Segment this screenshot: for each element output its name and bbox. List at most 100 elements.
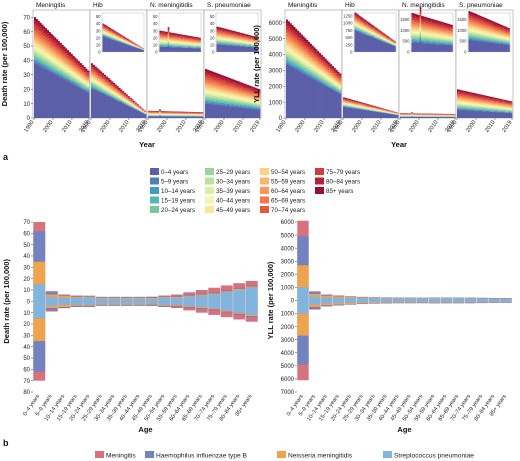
main-bar — [223, 75, 226, 79]
main-bar — [133, 103, 136, 104]
main-bar — [96, 87, 99, 89]
main-bar — [239, 93, 242, 96]
inset-bar — [216, 36, 219, 38]
main-bar — [87, 80, 90, 82]
main-bar — [315, 63, 318, 66]
main-bar — [308, 57, 311, 60]
main-bar — [114, 88, 117, 90]
inset-bar — [189, 43, 192, 45]
inset-bar — [163, 31, 166, 33]
inset-bar — [228, 29, 231, 32]
inset-bar — [107, 35, 110, 36]
main-bar — [304, 49, 307, 52]
main-bar — [105, 76, 108, 78]
inset-bar — [238, 41, 241, 43]
inset-bar — [234, 43, 236, 45]
inset-bar — [116, 37, 118, 38]
main-bar — [214, 96, 217, 98]
main-bar — [103, 93, 106, 95]
main-bar — [365, 110, 368, 118]
main-bar — [313, 54, 316, 58]
inset-bar — [118, 37, 121, 39]
main-bar — [346, 103, 349, 105]
main-bar — [254, 103, 257, 105]
main-bar — [234, 86, 237, 89]
main-bar — [72, 70, 75, 72]
main-bar — [234, 80, 237, 83]
inset-bar — [231, 41, 234, 43]
main-bar — [107, 78, 110, 80]
main-bar — [111, 85, 114, 87]
inset-bar — [237, 41, 239, 43]
main-bar — [59, 71, 62, 74]
inset-bar — [237, 36, 239, 38]
main-bar — [223, 90, 226, 93]
main-bar — [92, 85, 95, 87]
main-bar — [297, 55, 300, 58]
main-bar — [70, 53, 73, 57]
inset-bar — [109, 29, 111, 31]
main-bar — [116, 89, 119, 91]
main-bar — [289, 42, 292, 46]
inset-bar — [180, 40, 182, 42]
y-tick-label: 10 — [23, 102, 30, 108]
main-bar — [320, 72, 323, 75]
inset-bar — [231, 32, 234, 35]
main-bar — [37, 37, 40, 41]
inset-bar — [180, 47, 182, 52]
main-bar — [239, 95, 242, 97]
main-bar — [252, 108, 255, 118]
inset-bar — [197, 40, 200, 42]
inset-bar — [232, 40, 235, 42]
main-bar — [61, 74, 64, 76]
main-bar — [48, 38, 51, 42]
inset-bar — [256, 38, 258, 40]
inset-bar — [232, 32, 235, 34]
main-bar — [245, 106, 248, 108]
main-bar — [293, 66, 296, 69]
main-bar — [107, 90, 110, 92]
inset-bar — [216, 44, 219, 52]
main-bar — [359, 102, 362, 104]
inset-bar — [241, 44, 243, 45]
main-bar — [83, 66, 86, 69]
main-bar — [300, 62, 303, 65]
inset-bar — [256, 39, 258, 41]
main-bar — [85, 73, 88, 76]
main-bar — [216, 73, 219, 76]
inset-bar — [189, 36, 192, 37]
inset-bar — [219, 44, 221, 45]
inset-bar — [245, 41, 247, 43]
main-bar — [125, 100, 128, 102]
main-bar — [245, 89, 248, 92]
inset-bar — [256, 45, 258, 46]
main-bar — [61, 59, 64, 62]
main-bar — [339, 76, 342, 79]
inset-bar — [221, 39, 224, 41]
inset-bar — [106, 37, 109, 52]
main-bar — [297, 70, 300, 118]
inset-bar — [110, 32, 113, 34]
inset-bar — [217, 39, 220, 41]
inset-bar — [184, 44, 186, 46]
main-bar — [254, 89, 257, 92]
main-bar — [291, 60, 294, 63]
main-bar — [107, 89, 110, 91]
main-bar — [179, 116, 182, 118]
main-bar — [57, 73, 60, 75]
main-bar — [289, 66, 292, 118]
inset-bar — [235, 42, 238, 43]
inset-bar — [113, 31, 116, 33]
inset-bar — [106, 33, 109, 35]
main-bar — [118, 88, 121, 91]
facet-title: Hib — [93, 2, 103, 9]
main-bar — [105, 88, 108, 90]
main-bar — [68, 59, 71, 62]
inset-bar — [193, 41, 196, 43]
inset-bar — [178, 41, 181, 43]
inset-bar — [227, 35, 230, 37]
main-bar — [227, 96, 230, 99]
main-bar — [306, 42, 309, 46]
inset-bar — [219, 40, 221, 42]
main-bar — [350, 102, 353, 104]
